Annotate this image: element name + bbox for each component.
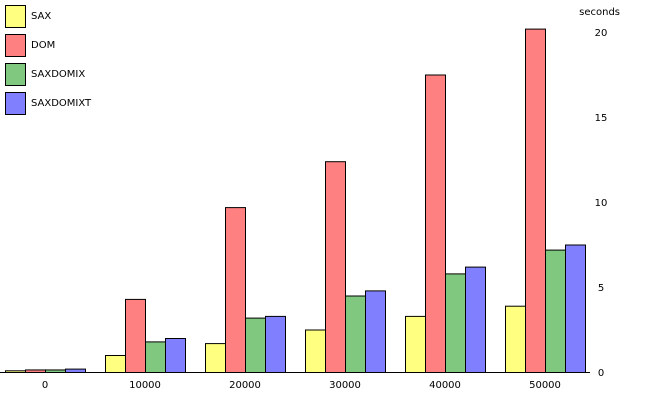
legend-item-dom: DOM — [5, 34, 55, 57]
bar-saxdomixt-30000 — [365, 290, 386, 373]
bar-saxdomix-40000 — [445, 273, 466, 373]
y-tick-label: 15 — [595, 113, 608, 124]
y-tick-label: 20 — [595, 28, 608, 39]
bar-dom-40000 — [425, 74, 446, 373]
bar-saxdomixt-50000 — [565, 244, 586, 373]
bar-saxdomixt-10000 — [165, 338, 186, 373]
x-tick-label: 30000 — [329, 380, 361, 391]
bar-dom-20000 — [225, 207, 246, 373]
bar-saxdomixt-20000 — [265, 315, 286, 373]
legend: SAX DOM SAXDOMIX SAXDOMIXT — [5, 5, 92, 115]
plot-area — [5, 28, 586, 374]
x-tick-label: 50000 — [529, 380, 561, 391]
legend-label: DOM — [31, 40, 55, 51]
bar-sax-40000 — [405, 315, 426, 373]
legend-swatch — [5, 34, 26, 57]
bar-sax-30000 — [305, 329, 326, 373]
y-tick-label: 0 — [598, 368, 604, 379]
bar-sax-50000 — [505, 305, 526, 374]
bar-saxdomix-20000 — [245, 317, 266, 374]
bar-dom-50000 — [525, 28, 546, 373]
legend-swatch — [5, 5, 26, 28]
x-tick-label: 0 — [42, 380, 48, 391]
y-tick-label: 10 — [595, 198, 608, 209]
legend-label: SAXDOMIX — [31, 69, 85, 80]
bar-saxdomixt-0 — [65, 368, 86, 374]
legend-item-sax: SAX — [5, 5, 51, 28]
bar-sax-20000 — [205, 343, 226, 374]
legend-label: SAX — [31, 11, 51, 22]
bar-dom-30000 — [325, 161, 346, 373]
legend-item-saxdomix: SAXDOMIX — [5, 63, 85, 86]
bar-saxdomix-50000 — [545, 249, 566, 374]
x-axis: 0 10000 20000 30000 40000 50000 — [0, 372, 590, 391]
y-tick-label: 5 — [598, 283, 604, 294]
legend-swatch — [5, 63, 26, 86]
legend-swatch — [5, 92, 26, 115]
bar-dom-10000 — [125, 298, 146, 373]
legend-label: SAXDOMIXT — [31, 98, 92, 109]
bar-saxdomixt-40000 — [465, 266, 486, 374]
x-tick-label: 10000 — [129, 380, 161, 391]
bar-saxdomix-30000 — [345, 295, 366, 373]
y-axis-label: seconds — [579, 7, 620, 18]
bar-saxdomix-10000 — [145, 341, 166, 373]
legend-item-saxdomixt: SAXDOMIXT — [5, 92, 92, 115]
x-tick-label: 20000 — [229, 380, 261, 391]
x-tick-label: 40000 — [429, 380, 461, 391]
bar-sax-10000 — [105, 355, 126, 373]
y-axis: seconds 0 5 10 15 20 — [579, 7, 620, 379]
